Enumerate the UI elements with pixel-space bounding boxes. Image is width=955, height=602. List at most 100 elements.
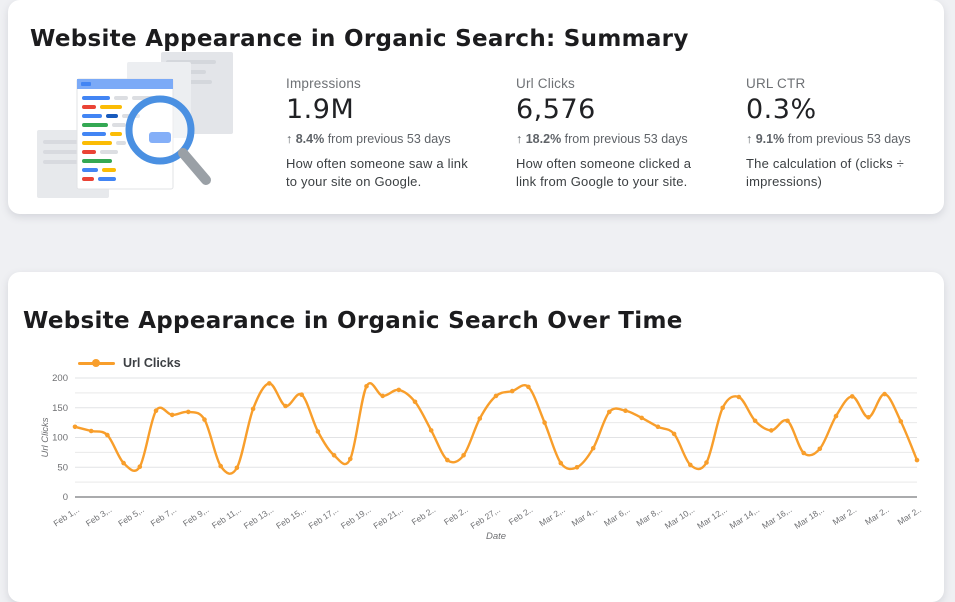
data-point xyxy=(477,416,483,421)
x-tick-label: Feb 5,.. xyxy=(116,504,146,528)
data-point xyxy=(542,420,547,425)
delta-percent: 18.2% xyxy=(525,132,562,146)
data-point xyxy=(558,460,564,466)
x-tick-label: Feb 7,.. xyxy=(149,504,179,528)
legend-line-swatch xyxy=(78,359,115,367)
search-illustration-graphic xyxy=(37,52,233,198)
x-tick-label: Feb 17,.. xyxy=(307,504,341,531)
data-point xyxy=(72,424,78,430)
x-tick-label: Feb 13,.. xyxy=(242,504,276,531)
metric-description: How often someone saw a link to your sit… xyxy=(286,156,468,190)
data-point xyxy=(720,405,725,411)
data-point xyxy=(607,409,612,415)
data-point xyxy=(801,450,806,456)
data-point xyxy=(137,464,143,469)
metric-value: 0.3% xyxy=(746,94,817,125)
data-point xyxy=(364,384,369,389)
data-point xyxy=(299,392,305,397)
x-tick-label: Mar 2.. xyxy=(831,504,859,527)
legend-url-clicks[interactable]: Url Clicks xyxy=(78,356,181,370)
delta-suffix: from previous 53 days xyxy=(784,132,911,146)
data-point xyxy=(898,419,904,424)
y-tick-label: 200 xyxy=(52,373,68,384)
data-point xyxy=(412,399,418,405)
data-point xyxy=(186,409,191,415)
data-point xyxy=(833,413,839,419)
metric-description: How often someone clicked a link from Go… xyxy=(516,156,692,190)
report-page: { "colors": { "page_background": "#eff0f… xyxy=(8,0,944,602)
y-tick-label: 150 xyxy=(52,403,68,414)
data-point xyxy=(509,388,515,394)
x-tick-label: Mar 2.. xyxy=(895,504,923,527)
x-tick-label: Feb 15,.. xyxy=(274,504,308,531)
metric-delta: ↑ 8.4% from previous 53 days xyxy=(286,132,491,146)
data-point xyxy=(331,453,337,458)
data-point xyxy=(817,446,823,452)
data-point xyxy=(283,403,288,409)
data-point xyxy=(202,417,207,422)
metric-impressions: Impressions 1.9M ↑ 8.4% from previous 53… xyxy=(286,76,491,192)
metric-url-clicks: Url Clicks 6,576 ↑ 18.2% from previous 5… xyxy=(516,76,721,192)
y-tick-label: 100 xyxy=(52,433,68,444)
x-tick-label: Mar 14,.. xyxy=(728,504,762,531)
data-point xyxy=(623,408,628,413)
data-point xyxy=(267,381,272,386)
x-axis-title: Date xyxy=(486,531,506,542)
y-tick-label: 50 xyxy=(57,462,68,473)
data-point xyxy=(769,428,774,433)
data-point xyxy=(88,428,94,434)
data-point xyxy=(153,408,159,413)
data-point xyxy=(882,391,887,397)
data-point xyxy=(736,394,742,400)
data-point xyxy=(590,445,596,451)
data-point xyxy=(250,406,256,412)
x-tick-label: Mar 16,.. xyxy=(760,504,794,531)
timeseries-card: Website Appearance in Organic Search Ove… xyxy=(8,272,944,602)
data-point xyxy=(218,463,223,469)
up-arrow-icon: ↑ xyxy=(746,132,753,146)
x-tick-label: Feb 2.. xyxy=(410,504,438,527)
x-tick-label: Feb 27,.. xyxy=(468,504,502,531)
data-point xyxy=(866,415,871,420)
legend-dot-swatch xyxy=(92,359,100,367)
data-point xyxy=(849,394,855,399)
data-point xyxy=(315,429,321,434)
x-tick-label: Mar 12,.. xyxy=(695,504,729,531)
up-arrow-icon: ↑ xyxy=(286,132,293,146)
data-point xyxy=(914,457,920,463)
x-tick-label: Feb 2.. xyxy=(442,504,470,527)
data-point xyxy=(445,457,450,463)
data-point xyxy=(380,393,386,399)
x-tick-label: Mar 2.. xyxy=(863,504,891,527)
delta-suffix: from previous 53 days xyxy=(324,132,451,146)
magnifier-icon xyxy=(125,95,195,165)
metric-delta: ↑ 9.1% from previous 53 days xyxy=(746,132,951,146)
metric-label: Url Clicks xyxy=(516,76,575,91)
y-tick-label: 0 xyxy=(63,492,68,503)
data-point xyxy=(105,432,110,438)
data-point xyxy=(752,418,758,424)
organic-search-illustration xyxy=(33,46,251,206)
data-point xyxy=(785,418,790,424)
data-point xyxy=(121,460,126,466)
delta-percent: 9.1% xyxy=(755,132,785,146)
data-point xyxy=(461,453,466,458)
data-point xyxy=(493,393,499,399)
data-point xyxy=(428,428,434,433)
data-point xyxy=(169,412,175,418)
x-tick-label: Feb 3,.. xyxy=(84,504,114,528)
data-point xyxy=(639,415,644,421)
data-point xyxy=(396,387,402,393)
up-arrow-icon: ↑ xyxy=(516,132,523,146)
data-point xyxy=(234,465,240,471)
data-point xyxy=(671,431,677,437)
x-tick-label: Feb 9,.. xyxy=(181,504,211,528)
metric-value: 1.9M xyxy=(286,94,355,125)
summary-card: Website Appearance in Organic Search: Su… xyxy=(8,0,944,214)
metric-value: 6,576 xyxy=(516,94,596,125)
delta-percent: 8.4% xyxy=(295,132,325,146)
x-tick-label: Mar 10,.. xyxy=(663,504,697,531)
x-tick-label: Feb 21,.. xyxy=(371,504,405,531)
data-point xyxy=(688,462,693,468)
